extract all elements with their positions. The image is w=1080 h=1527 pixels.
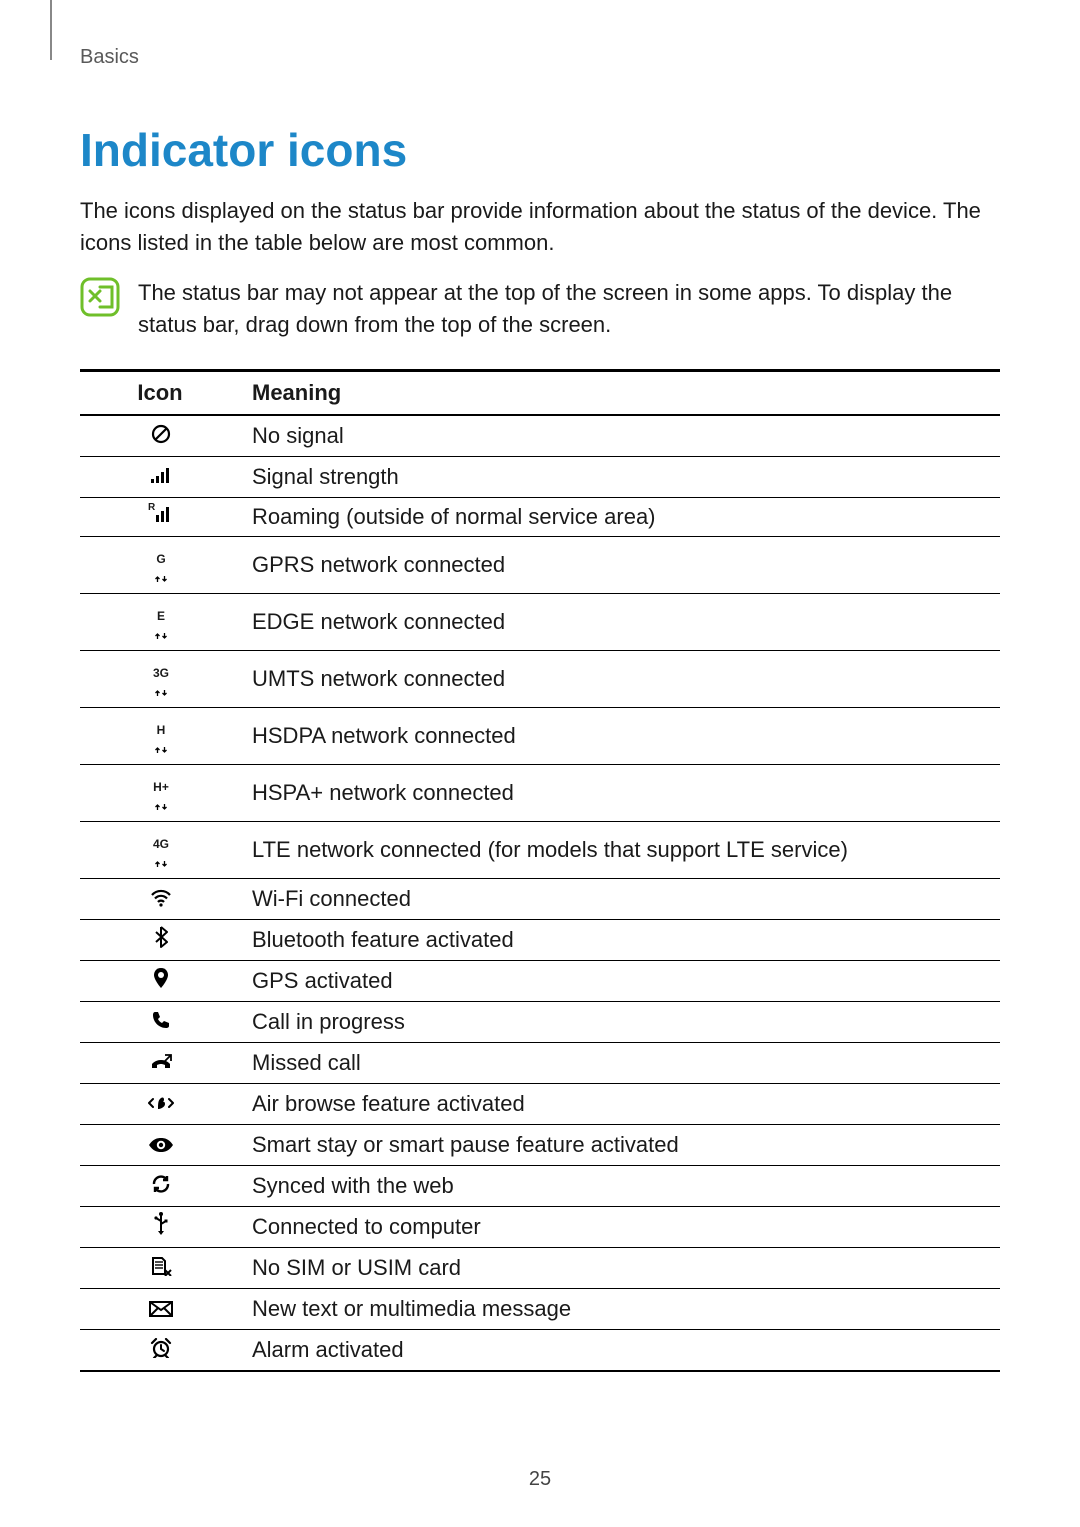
net-icon: G: [80, 536, 240, 593]
table-row: Smart stay or smart pause feature activa…: [80, 1124, 1000, 1165]
call-icon: [80, 1001, 240, 1042]
table-row: GGPRS network connected: [80, 536, 1000, 593]
icon-meaning: Wi-Fi connected: [240, 878, 1000, 919]
table-row: Bluetooth feature activated: [80, 919, 1000, 960]
icon-meaning: Synced with the web: [240, 1165, 1000, 1206]
icon-meaning: Roaming (outside of normal service area): [240, 497, 1000, 536]
page: Basics Indicator icons The icons display…: [0, 0, 1080, 1527]
page-title: Indicator icons: [80, 123, 1000, 177]
margin-rule: [50, 0, 52, 60]
table-row: Call in progress: [80, 1001, 1000, 1042]
icon-meaning: EDGE network connected: [240, 593, 1000, 650]
icon-meaning: Bluetooth feature activated: [240, 919, 1000, 960]
no-signal-icon: [80, 415, 240, 457]
icon-meaning: GPRS network connected: [240, 536, 1000, 593]
table-row: 3GUMTS network connected: [80, 650, 1000, 707]
table-row: Alarm activated: [80, 1329, 1000, 1371]
usb-icon: [80, 1206, 240, 1247]
icon-meaning: New text or multimedia message: [240, 1288, 1000, 1329]
icon-meaning: Air browse feature activated: [240, 1083, 1000, 1124]
net-icon: 3G: [80, 650, 240, 707]
icon-meaning: Alarm activated: [240, 1329, 1000, 1371]
signal-icon: [80, 456, 240, 497]
table-row: Connected to computer: [80, 1206, 1000, 1247]
icon-meaning: Call in progress: [240, 1001, 1000, 1042]
icon-meaning: No signal: [240, 415, 1000, 457]
icon-meaning: Smart stay or smart pause feature activa…: [240, 1124, 1000, 1165]
net-icon: E: [80, 593, 240, 650]
table-header-icon: Icon: [80, 370, 240, 415]
message-icon: [80, 1288, 240, 1329]
table-row: GPS activated: [80, 960, 1000, 1001]
table-header-meaning: Meaning: [240, 370, 1000, 415]
icon-meaning: LTE network connected (for models that s…: [240, 821, 1000, 878]
wifi-icon: [80, 878, 240, 919]
smart-stay-icon: [80, 1124, 240, 1165]
icon-meaning: Signal strength: [240, 456, 1000, 497]
air-browse-icon: [80, 1083, 240, 1124]
alarm-icon: [80, 1329, 240, 1371]
table-row: RRoaming (outside of normal service area…: [80, 497, 1000, 536]
table-row: New text or multimedia message: [80, 1288, 1000, 1329]
icon-meaning: HSDPA network connected: [240, 707, 1000, 764]
icon-meaning: Connected to computer: [240, 1206, 1000, 1247]
table-row: EEDGE network connected: [80, 593, 1000, 650]
breadcrumb: Basics: [80, 46, 1000, 69]
gps-icon: [80, 960, 240, 1001]
no-sim-icon: [80, 1247, 240, 1288]
table-row: Missed call: [80, 1042, 1000, 1083]
net-icon: H+: [80, 764, 240, 821]
intro-paragraph: The icons displayed on the status bar pr…: [80, 195, 1000, 259]
note-icon: [80, 277, 120, 322]
table-row: HHSDPA network connected: [80, 707, 1000, 764]
table-row: H+HSPA+ network connected: [80, 764, 1000, 821]
icon-meaning: GPS activated: [240, 960, 1000, 1001]
page-number: 25: [0, 1468, 1080, 1491]
icon-meaning: Missed call: [240, 1042, 1000, 1083]
note-callout: The status bar may not appear at the top…: [80, 277, 1000, 341]
table-row: 4GLTE network connected (for models that…: [80, 821, 1000, 878]
icon-meaning: No SIM or USIM card: [240, 1247, 1000, 1288]
indicator-icons-table: Icon Meaning No signalSignal strengthRRo…: [80, 369, 1000, 1372]
table-row: No SIM or USIM card: [80, 1247, 1000, 1288]
bluetooth-icon: [80, 919, 240, 960]
net-icon: 4G: [80, 821, 240, 878]
note-text: The status bar may not appear at the top…: [138, 277, 1000, 341]
roaming-icon: R: [80, 497, 240, 536]
table-row: Wi-Fi connected: [80, 878, 1000, 919]
sync-icon: [80, 1165, 240, 1206]
icon-meaning: HSPA+ network connected: [240, 764, 1000, 821]
table-row: Signal strength: [80, 456, 1000, 497]
net-icon: H: [80, 707, 240, 764]
missed-call-icon: [80, 1042, 240, 1083]
table-row: Air browse feature activated: [80, 1083, 1000, 1124]
icon-meaning: UMTS network connected: [240, 650, 1000, 707]
table-row: Synced with the web: [80, 1165, 1000, 1206]
table-row: No signal: [80, 415, 1000, 457]
